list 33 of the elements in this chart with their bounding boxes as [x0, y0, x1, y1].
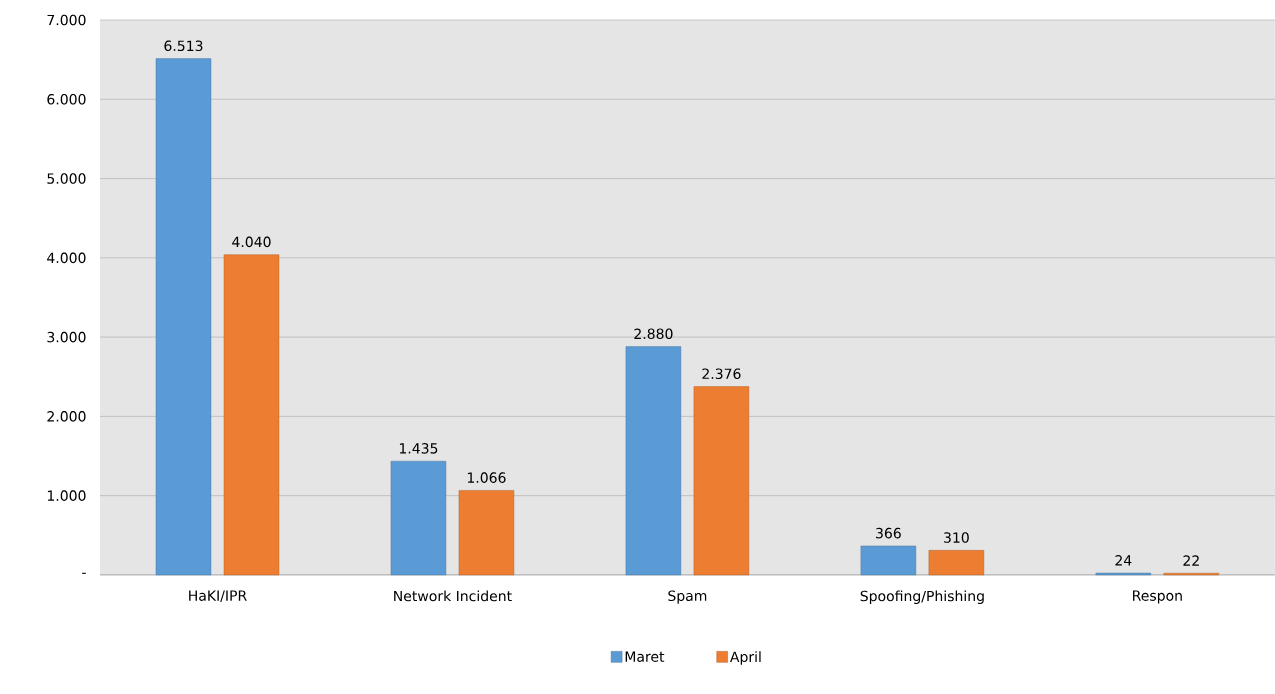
y-tick-label: 1.000: [47, 490, 86, 501]
bar: [223, 254, 280, 576]
y-tick-label: 7.000: [47, 14, 86, 26]
data-label: 1.435: [399, 443, 438, 454]
data-label: 22: [1183, 555, 1199, 566]
y-tick-label: 4.000: [47, 252, 86, 264]
x-tick-label: Spoofing/Phishing: [860, 590, 984, 605]
y-tick-label: 6.000: [47, 94, 86, 105]
y-tick-label: -: [82, 572, 86, 574]
bar: [155, 58, 212, 576]
bar: [390, 461, 447, 576]
x-tick-label: Respon: [1133, 590, 1182, 604]
y-tick-label: 2.000: [47, 411, 86, 422]
data-label: 366: [876, 527, 901, 539]
bar: [625, 346, 682, 576]
data-label: 24: [1115, 555, 1132, 566]
y-tick-label: 5.000: [47, 173, 86, 184]
legend-label: Maret: [625, 651, 665, 662]
bar: [928, 550, 985, 576]
data-label: 6.513: [164, 40, 203, 52]
legend-label: April: [730, 651, 761, 665]
data-label: 4.040: [232, 236, 271, 248]
data-label: 2.376: [702, 368, 741, 380]
data-label: 310: [944, 532, 969, 543]
x-tick-label: HaKI/IPR: [189, 590, 247, 602]
data-label: 2.880: [634, 328, 673, 340]
x-tick-label: Spam: [668, 590, 707, 604]
bar: [693, 386, 750, 576]
x-tick-label: Network Incident: [394, 590, 512, 602]
data-label: 1.066: [467, 472, 506, 483]
y-tick-label: 3.000: [47, 331, 86, 343]
bar: [860, 545, 917, 576]
bar: [458, 490, 515, 576]
